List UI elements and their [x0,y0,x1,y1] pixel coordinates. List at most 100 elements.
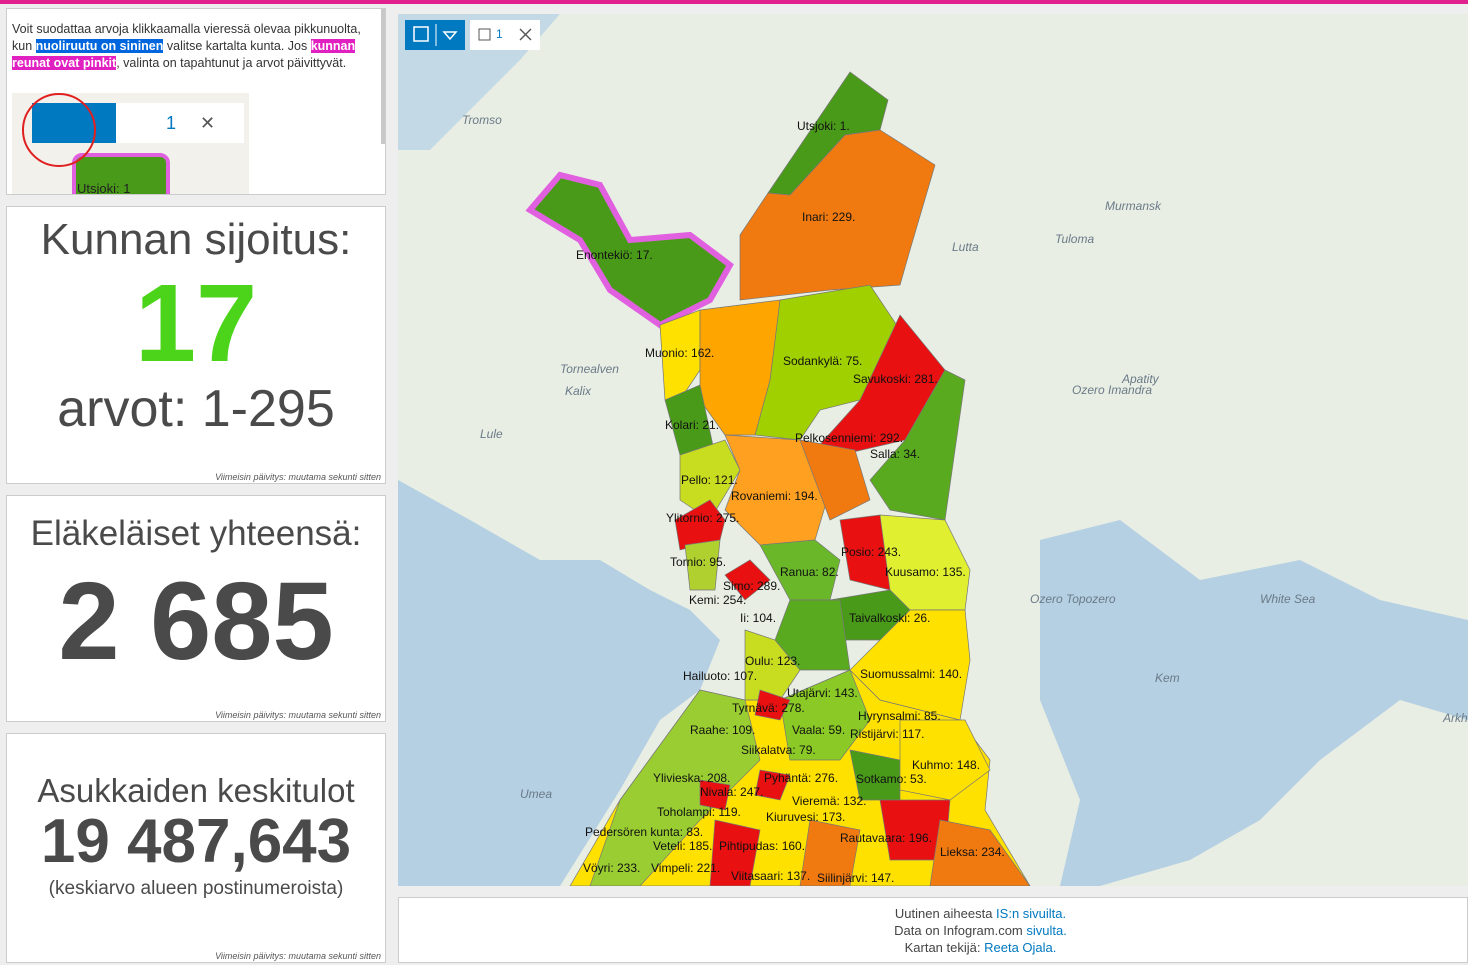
selection-box: 1 ✕ [116,103,244,143]
footer-line: Uutinen aiheesta IS:n sivuilta. [399,905,1467,922]
municipality-label: Hyrynsalmi: 85. [858,709,941,723]
municipality [754,769,791,801]
place-label: Arkh [1442,711,1468,725]
panel-value: 2 685 [58,560,334,683]
place-label: Murmansk [1105,199,1162,213]
municipality [799,439,871,521]
footnote: Viimeisin päivitys: muutama sekunti sitt… [215,472,381,482]
stat-panel: Eläkeläiset yhteensä: 2 685 Viimeisin pä… [6,495,386,722]
municipality-label: Toholampi: 119. [657,805,741,819]
text: Uutinen aiheesta [894,906,997,921]
clear-selection[interactable] [519,28,532,41]
place-label: Tromso [462,113,502,127]
municipality-label: Pello: 121. [681,473,738,487]
count: 1 [166,113,177,133]
municipality [899,719,991,801]
municipality [739,129,936,301]
place-label: Apatity [1121,372,1160,386]
municipality-label: Salla: 34. [870,447,920,461]
municipality-label: Inari: 229. [802,210,855,224]
footer-line: Kartan tekijä: Reeta Ojala. [399,939,1467,956]
municipality [684,539,721,591]
panel-title: Eläkeläiset yhteensä: [30,514,362,553]
sea [1040,520,1468,886]
link[interactable]: Reeta Ojala. [984,940,1057,955]
map-shape [72,153,170,194]
municipality-label: Suomussalmi: 140. [860,667,962,681]
municipality-label: Ranua: 82. [780,565,839,579]
place-label: Ozero Topozero [1030,592,1116,606]
municipality-label: Viitasaari: 137. [731,869,810,883]
intro-image: 1 ✕ Utsjoki: 1 [12,93,249,195]
municipality-label: Tyrnävä: 278. [732,701,805,715]
municipality-label: Hailuoto: 107. [683,669,757,683]
municipality-label: Rovaniemi: 194. [731,489,818,503]
intro-panel: Voit suodattaa arvoja klikkaamalla viere… [6,8,386,195]
panel-value: 19 487,643 [40,807,352,876]
place-label: Lutta [952,240,979,254]
municipality-label: Veteli: 185. [653,839,712,853]
municipality-label: Siikalatva: 79. [741,743,816,757]
municipality-label: Rautavaara: 196. [840,831,932,845]
text: Kartan tekijä: [904,940,985,955]
link[interactable]: IS:n sivuilta. [996,906,1067,921]
text: valitse kartalta kunta. Jos [163,39,311,53]
municipality-label: Utsjoki: 1. [797,119,850,133]
municipality-label: Ylitornio: 275. [666,511,739,525]
municipality [659,309,701,401]
stat-panel: Asukkaiden keskitulot 19 487,643 (keskia… [6,733,386,963]
selected-municipality [525,171,734,329]
municipality [744,629,801,701]
link[interactable]: sivulta. [1026,923,1067,938]
panel-subtitle: arvot: 1-295 [57,380,335,438]
municipality-label: Vieremä: 132. [792,794,867,808]
municipality-label: Kolari: 21. [665,418,719,432]
text: Voit suodattaa arvoja klikkaamalla viere… [12,22,361,53]
scrollbar[interactable] [381,9,385,144]
selection-count-box [470,20,540,50]
municipality-label: Kuusamo: 135. [885,565,966,579]
place-label: Lule [480,427,503,441]
image-label: Utsjoki: 1 [77,181,131,195]
municipality-label: Kiuruvesi: 173. [766,810,845,824]
select-icon [413,26,429,42]
region [779,669,871,761]
municipality [724,559,771,601]
intro-text: Voit suodattaa arvoja klikkaamalla viere… [7,9,385,72]
region [589,689,761,886]
highlight: nuoliruutu on sininen [35,39,164,53]
selection-icon [478,28,491,41]
place-label: Kem [1155,671,1180,685]
municipality [679,439,741,521]
panel-title: Asukkaiden keskitulot [37,772,355,809]
dropdown-icon[interactable] [442,31,458,41]
municipality [849,609,971,721]
text: , valinta on tapahtunut ja arvot päivitt… [116,56,347,70]
municipality [754,689,791,721]
municipality-label: Enontekiö: 17. [576,248,653,262]
municipality-label: Savukoski: 281. [853,372,938,386]
footnote: Viimeisin päivitys: muutama sekunti sitt… [215,710,381,720]
municipality-label: Posio: 243. [841,545,901,559]
place-label: Tornealven [560,362,619,376]
sea [398,480,720,886]
municipality-label: Sotkamo: 53. [856,772,927,786]
municipality [709,819,761,886]
select-tool-button[interactable] [405,20,465,50]
municipality-label: Pedersören kunta: 83. [585,825,703,839]
municipality-label: Muonio: 162. [645,346,714,360]
municipality [699,779,731,811]
place-label: White Sea [1260,592,1316,606]
municipality-label: Nivala: 247. [700,785,763,799]
municipality-label: Ristijärvi: 117. [850,727,924,741]
municipality [759,539,841,601]
panel-subtitle: (keskiarvo alueen postinumeroista) [48,878,344,899]
municipality-label: Vaala: 59. [792,723,845,737]
panel-value: 17 [134,262,258,385]
municipality-label: Kuhmo: 148. [912,758,980,772]
municipality-label: Raahe: 109. [690,723,755,737]
municipality-label: Vimpeli: 221. [651,861,720,875]
place-label: Tuloma [1055,232,1094,246]
